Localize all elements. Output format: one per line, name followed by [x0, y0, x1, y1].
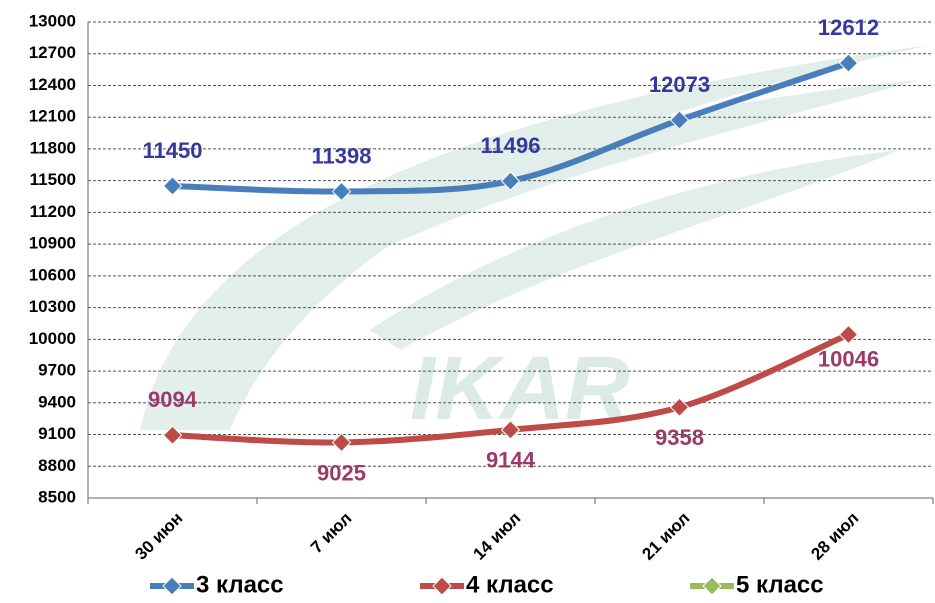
y-tick-label: 10300 [29, 297, 76, 316]
x-tick-label: 21 июл [638, 509, 693, 564]
data-label: 11496 [481, 133, 541, 158]
point-marker [164, 177, 182, 195]
legend-marker [703, 577, 721, 595]
y-tick-label: 12100 [29, 107, 76, 126]
y-tick-label: 13000 [29, 11, 76, 30]
x-tick-label: 7 июл [307, 509, 355, 557]
y-tick-label: 10900 [29, 234, 76, 253]
data-label: 12073 [649, 72, 710, 97]
y-tick-label: 12700 [29, 43, 76, 62]
data-label: 9025 [317, 460, 366, 485]
legend: 3 класс 4 класс 5 класс [150, 571, 824, 598]
y-tick-label: 12400 [29, 75, 76, 94]
x-tick-label: 28 июл [807, 509, 862, 564]
legend-label: 3 класс [196, 571, 284, 598]
data-label: 9358 [655, 425, 704, 450]
point-marker [333, 433, 351, 451]
y-tick-label: 9400 [38, 392, 76, 411]
y-tick-label: 11200 [30, 202, 76, 221]
legend-label: 4 класс [466, 571, 554, 598]
data-label: 9144 [486, 448, 536, 473]
data-label: 12612 [818, 15, 879, 40]
y-tick-label: 10000 [29, 329, 76, 348]
point-marker [840, 325, 858, 343]
legend-marker [433, 577, 451, 595]
y-tick-label: 8800 [38, 456, 76, 475]
data-label: 11398 [312, 143, 372, 168]
y-tick-label: 11800 [30, 138, 76, 157]
chart: IKAR 85008800910094009700100001030010600… [0, 0, 935, 603]
y-tick-label: 8500 [38, 487, 76, 506]
y-tick-label: 9700 [38, 361, 76, 380]
y-tick-label: 11500 [30, 170, 76, 189]
x-tick-label: 14 июл [469, 509, 524, 564]
x-tick-label: 30 июн [131, 509, 186, 564]
y-tick-label: 9100 [38, 424, 76, 443]
data-label: 11450 [143, 138, 203, 163]
point-marker [671, 398, 689, 416]
legend-label: 5 класс [736, 571, 824, 598]
y-tick-label: 10600 [29, 265, 76, 284]
legend-marker [163, 577, 181, 595]
data-label: 10046 [818, 346, 879, 371]
data-label: 9094 [148, 387, 198, 412]
